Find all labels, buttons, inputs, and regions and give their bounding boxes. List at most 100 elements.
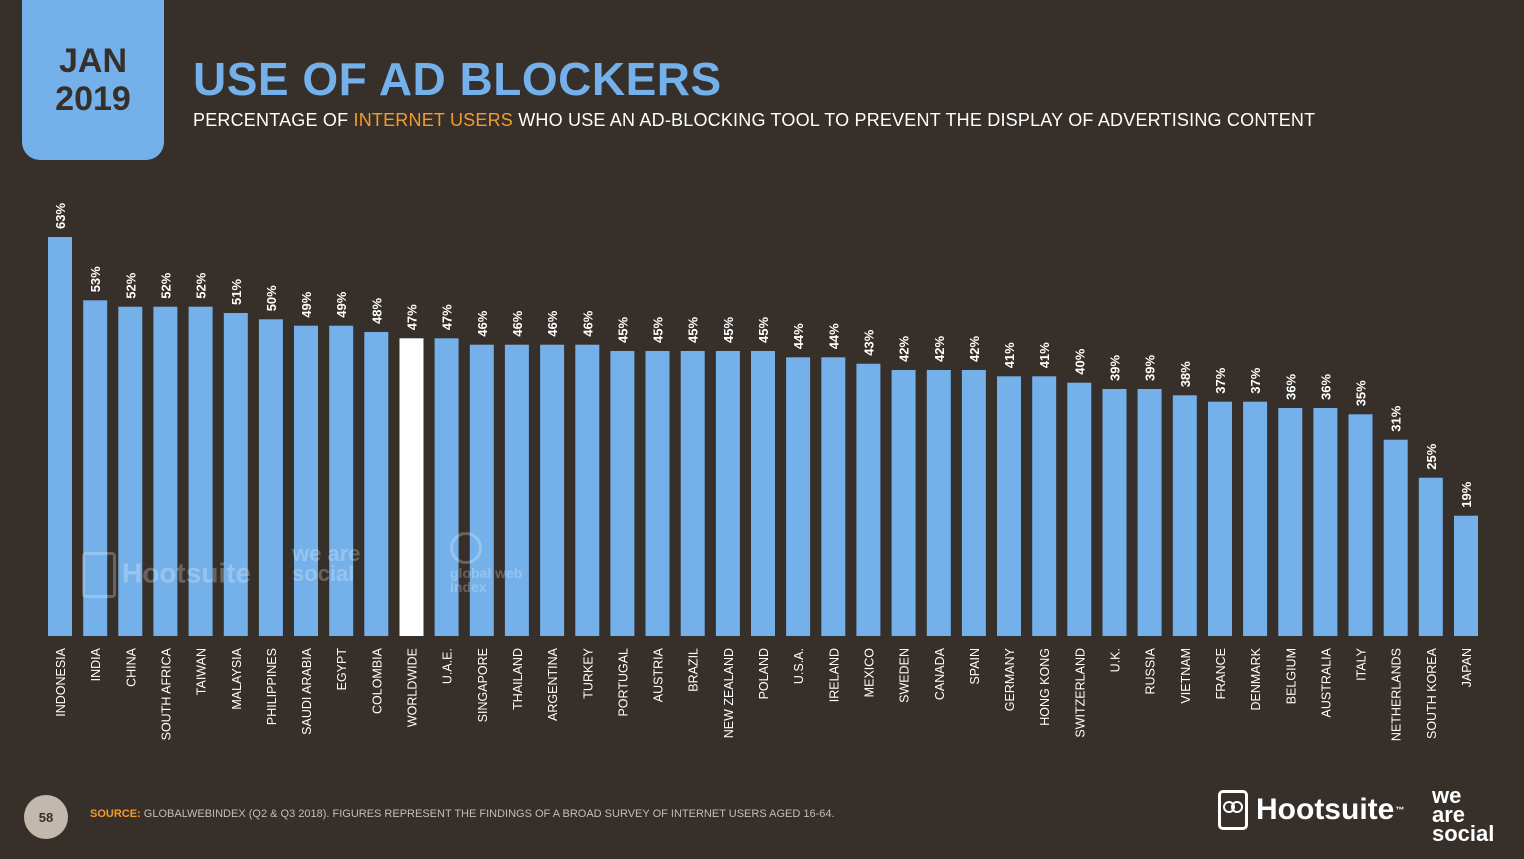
value-label: 45% — [615, 317, 630, 343]
value-label: 41% — [1002, 342, 1017, 368]
category-label: SOUTH AFRICA — [159, 647, 173, 740]
value-label: 19% — [1459, 481, 1474, 507]
value-label: 49% — [334, 291, 349, 317]
value-label: 39% — [1108, 355, 1123, 381]
category-label: CHINA — [124, 647, 138, 687]
subtitle-post: WHO USE AN AD-BLOCKING TOOL TO PREVENT T… — [513, 110, 1316, 130]
value-label: 52% — [123, 272, 138, 298]
category-label: BRAZIL — [687, 648, 701, 692]
page-number: 58 — [24, 795, 68, 839]
category-label: SINGAPORE — [476, 648, 490, 722]
value-label: 46% — [545, 310, 560, 336]
bar-india — [83, 300, 108, 636]
category-label: ARGENTINA — [546, 647, 560, 721]
category-label: U.S.A. — [792, 648, 806, 684]
category-label: INDONESIA — [54, 647, 68, 716]
value-label: 43% — [861, 329, 876, 355]
bar-denmark — [1243, 401, 1268, 636]
value-label: 52% — [194, 272, 209, 298]
bar-switzerland — [1067, 382, 1092, 636]
we-are-social-logo: we are social — [1432, 783, 1512, 846]
value-label: 25% — [1424, 443, 1439, 469]
bar-portugal — [610, 351, 635, 636]
value-label: 31% — [1389, 405, 1404, 431]
value-label: 51% — [229, 279, 244, 305]
category-label: SAUDI ARABIA — [300, 647, 314, 734]
bar-argentina — [540, 344, 565, 636]
value-label: 42% — [897, 336, 912, 362]
bar-ireland — [821, 357, 846, 636]
bar-u-k — [1102, 389, 1127, 636]
bar-spain — [961, 370, 986, 636]
category-label: U.A.E. — [441, 648, 455, 684]
value-label: 49% — [299, 291, 314, 317]
bar-austria — [645, 351, 670, 636]
bar-philippines — [258, 319, 283, 636]
category-label: NETHERLANDS — [1390, 648, 1404, 741]
value-label: 63% — [53, 203, 68, 229]
bar-brazil — [680, 351, 705, 636]
value-label: 40% — [1072, 348, 1087, 374]
value-label: 45% — [686, 317, 701, 343]
category-label: RUSSIA — [1144, 647, 1158, 694]
category-label: TAIWAN — [195, 648, 209, 695]
category-label: U.K. — [1109, 648, 1123, 672]
value-label: 47% — [440, 304, 455, 330]
category-label: ITALY — [1355, 647, 1369, 681]
category-label: PHILIPPINES — [265, 648, 279, 725]
category-label: POLAND — [757, 648, 771, 699]
category-label: HONG KONG — [1038, 648, 1052, 726]
bar-mexico — [856, 363, 881, 636]
bar-australia — [1313, 408, 1338, 636]
logo-social-line3: social — [1432, 821, 1495, 846]
category-label: DENMARK — [1249, 647, 1263, 710]
logo-social-line2: are — [1432, 802, 1466, 827]
value-label: 35% — [1354, 380, 1369, 406]
category-label: PORTUGAL — [616, 648, 630, 717]
value-label: 41% — [1037, 342, 1052, 368]
value-label: 44% — [791, 323, 806, 349]
bar-canada — [926, 370, 951, 636]
bar-japan — [1454, 515, 1478, 636]
logo-social-line1: we — [1432, 783, 1462, 808]
source-note: SOURCE: GLOBALWEBINDEX (Q2 & Q3 2018). F… — [90, 808, 835, 820]
value-label: 46% — [580, 310, 595, 336]
value-label: 42% — [967, 336, 982, 362]
bar-hong-kong — [1032, 376, 1057, 636]
page-title: USE OF AD BLOCKERS — [193, 53, 722, 105]
bar-netherlands — [1383, 439, 1408, 636]
bar-italy — [1348, 414, 1373, 636]
date-year: 2019 — [55, 80, 131, 118]
category-label: IRELAND — [827, 648, 841, 702]
bar-belgium — [1278, 408, 1303, 636]
category-label: CANADA — [933, 647, 947, 700]
bar-poland — [751, 351, 775, 636]
source-text: GLOBALWEBINDEX (Q2 & Q3 2018). FIGURES R… — [140, 808, 835, 820]
category-label: WORLDWIDE — [406, 648, 420, 727]
category-label: SPAIN — [968, 648, 982, 685]
category-label: INDIA — [89, 647, 103, 681]
bar-singapore — [469, 344, 494, 636]
category-label: GERMANY — [1003, 647, 1017, 711]
value-label: 52% — [158, 272, 173, 298]
bar-china — [118, 306, 143, 636]
category-label: EGYPT — [335, 648, 349, 691]
category-label: FRANCE — [1214, 648, 1228, 699]
bar-new-zealand — [715, 351, 740, 636]
bar-south-korea — [1418, 477, 1443, 636]
bar-colombia — [364, 332, 389, 636]
value-label: 37% — [1248, 367, 1263, 393]
value-label: 37% — [1213, 367, 1228, 393]
value-label: 53% — [88, 266, 103, 292]
category-label: SWITZERLAND — [1073, 648, 1087, 738]
category-label: AUSTRIA — [652, 647, 666, 702]
category-label: SOUTH KOREA — [1425, 647, 1439, 739]
value-label: 44% — [826, 323, 841, 349]
bar-saudi-arabia — [294, 325, 318, 636]
value-label: 47% — [405, 304, 420, 330]
value-label: 36% — [1318, 374, 1333, 400]
category-label: JAPAN — [1460, 648, 1474, 687]
category-label: SWEDEN — [898, 648, 912, 703]
value-label: 46% — [475, 310, 490, 336]
bar-thailand — [504, 344, 529, 636]
